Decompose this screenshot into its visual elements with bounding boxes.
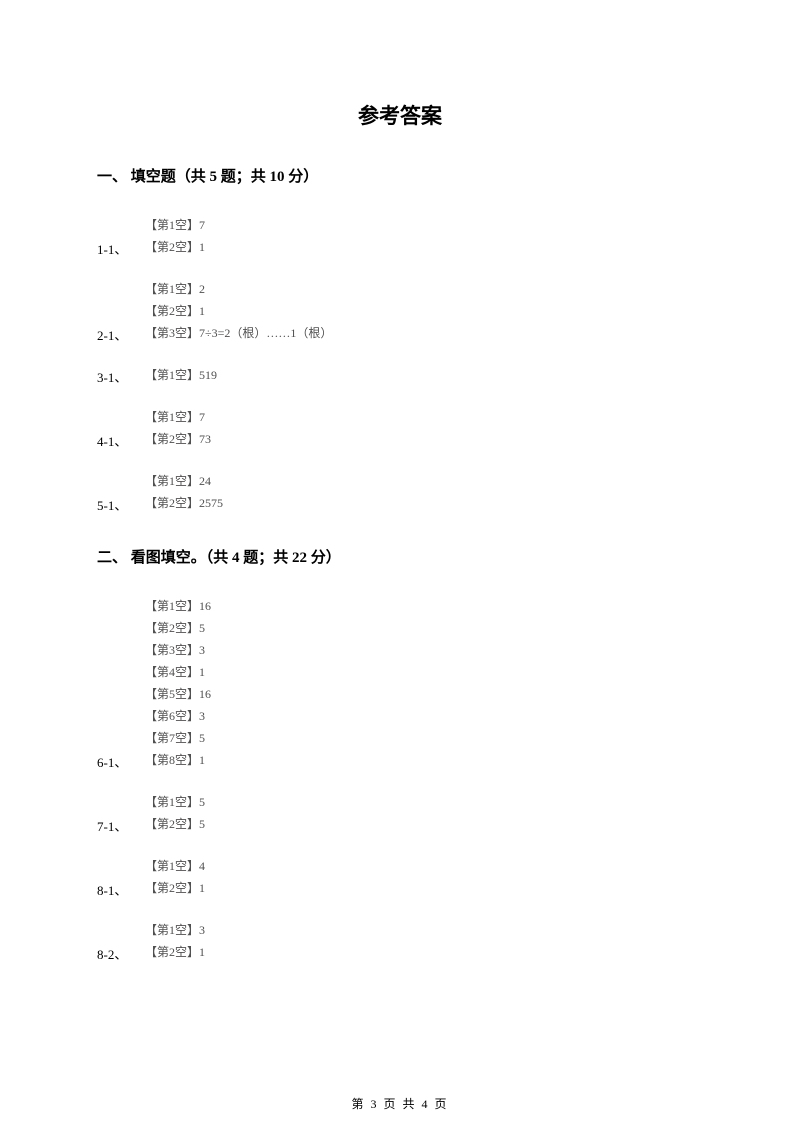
answer-text: 【第1空】519: [145, 364, 703, 386]
answer-text: 【第2空】5: [145, 617, 703, 639]
answer-text: 【第2空】1: [145, 941, 703, 963]
answer-text: 【第1空】7: [145, 214, 703, 236]
answer-text: 【第2空】73: [145, 428, 703, 450]
question-label: 7-1、: [97, 816, 127, 835]
answer-text: 【第1空】3: [145, 919, 703, 941]
answer-text: 【第1空】7: [145, 406, 703, 428]
question-label: 8-2、: [97, 944, 127, 963]
answer-text: 【第1空】16: [145, 595, 703, 617]
question-label: 8-1、: [97, 880, 127, 899]
answer-text: 【第4空】1: [145, 661, 703, 683]
section-2-header: 二、 看图填空。（共 4 题；共 22 分）: [97, 546, 703, 567]
answer-text: 【第2空】1: [145, 300, 703, 322]
question-label: 6-1、: [97, 752, 127, 771]
answer-text: 【第2空】1: [145, 236, 703, 258]
answer-text: 【第1空】2: [145, 278, 703, 300]
answer-text: 【第2空】5: [145, 813, 703, 835]
answer-text: 【第2空】2575: [145, 492, 703, 514]
question-label: 3-1、: [97, 367, 127, 386]
section-1-header: 一、 填空题（共 5 题；共 10 分）: [97, 165, 703, 186]
question-4: 【第1空】7 4-1、 【第2空】73: [97, 406, 703, 450]
question-8a: 【第1空】4 8-1、 【第2空】1: [97, 855, 703, 899]
answer-text: 【第1空】4: [145, 855, 703, 877]
question-7: 【第1空】5 7-1、 【第2空】5: [97, 791, 703, 835]
answer-text: 【第2空】1: [145, 877, 703, 899]
question-label: 5-1、: [97, 495, 127, 514]
answer-text: 【第3空】3: [145, 639, 703, 661]
answer-text: 【第8空】1: [145, 749, 703, 771]
answer-text: 【第3空】7÷3=2（根）……1（根）: [145, 322, 703, 344]
question-8b: 【第1空】3 8-2、 【第2空】1: [97, 919, 703, 963]
page-title: 参考答案: [97, 100, 703, 130]
question-1: 【第1空】7 1-1、 【第2空】1: [97, 214, 703, 258]
question-5: 【第1空】24 5-1、 【第2空】2575: [97, 470, 703, 514]
answer-text: 【第7空】5: [145, 727, 703, 749]
question-3: 3-1、 【第1空】519: [97, 364, 703, 386]
question-label: 1-1、: [97, 239, 127, 258]
answer-text: 【第1空】24: [145, 470, 703, 492]
answer-text: 【第6空】3: [145, 705, 703, 727]
question-6: 【第1空】16 【第2空】5 【第3空】3 【第4空】1 【第5空】16 【第6…: [97, 595, 703, 771]
page-footer: 第 3 页 共 4 页: [0, 1095, 800, 1112]
answer-text: 【第5空】16: [145, 683, 703, 705]
question-label: 4-1、: [97, 431, 127, 450]
question-label: 2-1、: [97, 325, 127, 344]
answer-text: 【第1空】5: [145, 791, 703, 813]
question-2: 【第1空】2 【第2空】1 2-1、 【第3空】7÷3=2（根）……1（根）: [97, 278, 703, 344]
